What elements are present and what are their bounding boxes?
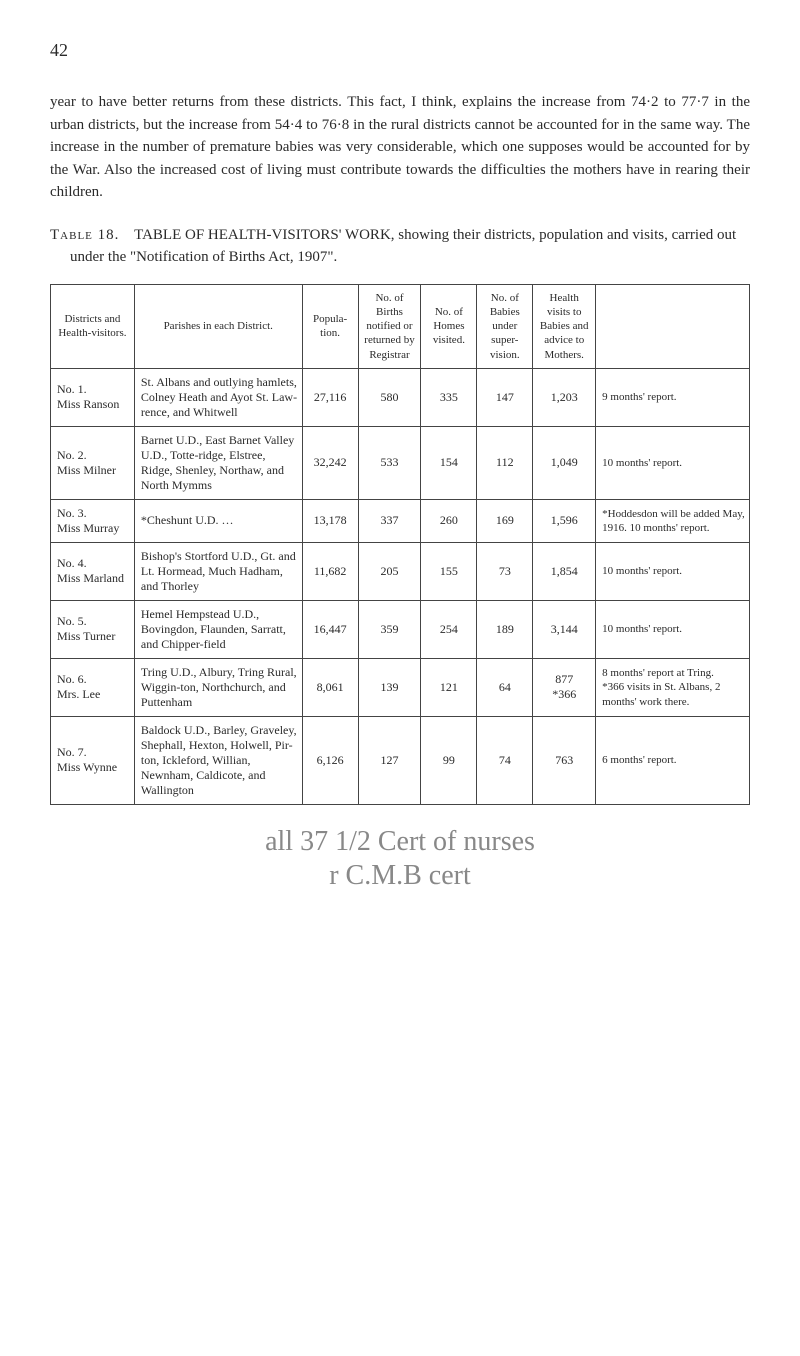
table-cell-homes: 99 — [421, 716, 477, 804]
table-cell-population: 6,126 — [302, 716, 358, 804]
table-row: No. 4. Miss MarlandBishop's Stortford U.… — [51, 542, 750, 600]
header-births: No. of Births notified or returned by Re… — [358, 284, 421, 368]
table-cell-parishes: Bishop's Stortford U.D., Gt. and Lt. Hor… — [134, 542, 302, 600]
table-cell-district: No. 3. Miss Murray — [51, 499, 135, 542]
table-cell-parishes: Tring U.D., Albury, Tring Rural, Wiggin-… — [134, 658, 302, 716]
table-cell-population: 16,447 — [302, 600, 358, 658]
caption-prefix: Table 18. — [50, 227, 119, 243]
table-cell-homes: 121 — [421, 658, 477, 716]
table-cell-births: 127 — [358, 716, 421, 804]
table-row: No. 1. Miss RansonSt. Albans and outlyin… — [51, 368, 750, 426]
table-cell-homes: 155 — [421, 542, 477, 600]
table-cell-parishes: St. Albans and outlying hamlets, Colney … — [134, 368, 302, 426]
table-caption: Table 18. TABLE OF HEALTH-VISITORS' WORK… — [50, 224, 750, 269]
table-cell-visits: 877 *366 — [533, 658, 596, 716]
table-cell-notes: 9 months' report. — [596, 368, 750, 426]
table-cell-parishes: Hemel Hempstead U.D., Bovingdon, Flaunde… — [134, 600, 302, 658]
page-number: 42 — [50, 40, 750, 61]
table-cell-visits: 763 — [533, 716, 596, 804]
header-population: Popula-tion. — [302, 284, 358, 368]
table-cell-district: No. 1. Miss Ranson — [51, 368, 135, 426]
header-parishes: Parishes in each District. — [134, 284, 302, 368]
table-cell-population: 13,178 — [302, 499, 358, 542]
table-cell-homes: 260 — [421, 499, 477, 542]
table-cell-births: 533 — [358, 426, 421, 499]
table-row: No. 5. Miss TurnerHemel Hempstead U.D., … — [51, 600, 750, 658]
table-cell-births: 205 — [358, 542, 421, 600]
table-cell-babies: 169 — [477, 499, 533, 542]
table-cell-visits: 3,144 — [533, 600, 596, 658]
table-cell-babies: 147 — [477, 368, 533, 426]
table-cell-births: 359 — [358, 600, 421, 658]
table-cell-district: No. 6. Mrs. Lee — [51, 658, 135, 716]
table-cell-births: 337 — [358, 499, 421, 542]
table-cell-population: 8,061 — [302, 658, 358, 716]
table-cell-parishes: Baldock U.D., Barley, Graveley, Shephall… — [134, 716, 302, 804]
header-babies: No. of Babies under super-vision. — [477, 284, 533, 368]
table-cell-district: No. 4. Miss Marland — [51, 542, 135, 600]
table-cell-births: 139 — [358, 658, 421, 716]
intro-paragraph: year to have better returns from these d… — [50, 91, 750, 204]
table-cell-district: No. 7. Miss Wynne — [51, 716, 135, 804]
table-header-row: Districts and Health-visitors. Parishes … — [51, 284, 750, 368]
table-cell-district: No. 2. Miss Milner — [51, 426, 135, 499]
header-homes: No. of Homes visited. — [421, 284, 477, 368]
table-cell-notes: 8 months' report at Tring. *366 visits i… — [596, 658, 750, 716]
table-cell-homes: 335 — [421, 368, 477, 426]
table-cell-district: No. 5. Miss Turner — [51, 600, 135, 658]
header-visits: Health visits to Babies and advice to Mo… — [533, 284, 596, 368]
caption-title: TABLE OF HEALTH-VISITORS' WORK, — [134, 227, 394, 243]
table-cell-notes: 6 months' report. — [596, 716, 750, 804]
table-cell-homes: 154 — [421, 426, 477, 499]
table-cell-parishes: Barnet U.D., East Barnet Valley U.D., To… — [134, 426, 302, 499]
table-cell-visits: 1,049 — [533, 426, 596, 499]
table-cell-visits: 1,203 — [533, 368, 596, 426]
table-cell-notes: *Hoddesdon will be added May, 1916. 10 m… — [596, 499, 750, 542]
table-cell-visits: 1,854 — [533, 542, 596, 600]
handwriting-line-1: all 37 1/2 Cert of nurses — [50, 825, 750, 859]
header-notes — [596, 284, 750, 368]
table-cell-babies: 64 — [477, 658, 533, 716]
header-districts: Districts and Health-visitors. — [51, 284, 135, 368]
table-cell-babies: 73 — [477, 542, 533, 600]
table-row: No. 6. Mrs. LeeTring U.D., Albury, Tring… — [51, 658, 750, 716]
table-cell-babies: 112 — [477, 426, 533, 499]
table-cell-babies: 74 — [477, 716, 533, 804]
health-visitors-table: Districts and Health-visitors. Parishes … — [50, 284, 750, 805]
table-row: No. 7. Miss WynneBaldock U.D., Barley, G… — [51, 716, 750, 804]
table-cell-visits: 1,596 — [533, 499, 596, 542]
table-row: No. 3. Miss Murray*Cheshunt U.D. …13,178… — [51, 499, 750, 542]
handwritten-annotation: all 37 1/2 Cert of nurses r C.M.B cert — [50, 825, 750, 892]
table-cell-population: 32,242 — [302, 426, 358, 499]
table-cell-population: 11,682 — [302, 542, 358, 600]
table-cell-population: 27,116 — [302, 368, 358, 426]
table-row: No. 2. Miss MilnerBarnet U.D., East Barn… — [51, 426, 750, 499]
table-cell-parishes: *Cheshunt U.D. … — [134, 499, 302, 542]
table-cell-notes: 10 months' report. — [596, 426, 750, 499]
table-cell-notes: 10 months' report. — [596, 542, 750, 600]
table-cell-homes: 254 — [421, 600, 477, 658]
table-cell-births: 580 — [358, 368, 421, 426]
table-cell-notes: 10 months' report. — [596, 600, 750, 658]
handwriting-line-2: r C.M.B cert — [50, 859, 750, 893]
table-cell-babies: 189 — [477, 600, 533, 658]
